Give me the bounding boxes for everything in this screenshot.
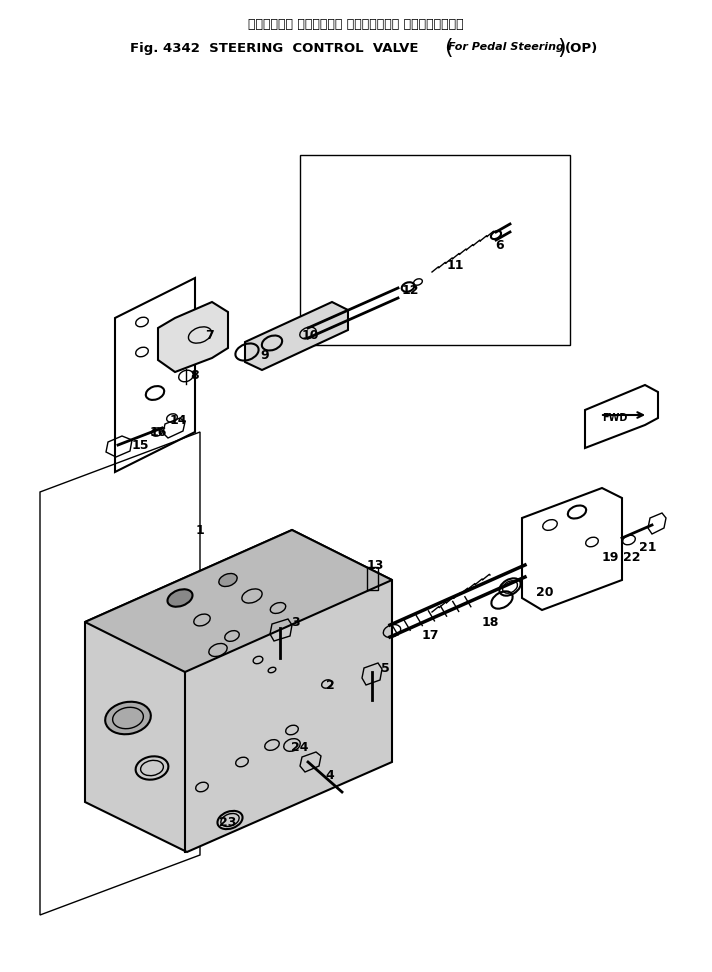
- Ellipse shape: [219, 573, 237, 586]
- Text: 9: 9: [261, 349, 269, 362]
- Text: 13: 13: [366, 559, 384, 572]
- Polygon shape: [85, 530, 392, 852]
- Text: 12: 12: [402, 284, 419, 296]
- Text: 20: 20: [536, 585, 554, 599]
- Text: 2: 2: [325, 678, 335, 691]
- Ellipse shape: [105, 702, 151, 734]
- Text: For Pedal Steering: For Pedal Steering: [448, 42, 564, 52]
- Text: 22: 22: [623, 550, 641, 564]
- Text: 8: 8: [191, 368, 199, 381]
- Text: 5: 5: [381, 662, 389, 675]
- Text: 19: 19: [602, 550, 619, 564]
- Text: 7: 7: [206, 329, 214, 341]
- Text: 17: 17: [422, 629, 439, 642]
- Polygon shape: [85, 530, 392, 672]
- Polygon shape: [245, 302, 348, 370]
- Text: 23: 23: [219, 816, 236, 828]
- Text: Fig. 4342  STEERING  CONTROL  VALVE: Fig. 4342 STEERING CONTROL VALVE: [130, 42, 419, 55]
- Text: (OP): (OP): [565, 42, 598, 55]
- Text: 24: 24: [291, 741, 309, 753]
- Ellipse shape: [167, 589, 192, 607]
- Text: ): ): [557, 38, 565, 58]
- Text: (: (: [444, 38, 453, 58]
- Text: 18: 18: [481, 615, 498, 629]
- Text: 1: 1: [196, 524, 204, 537]
- Text: 11: 11: [446, 259, 464, 271]
- Bar: [367, 567, 378, 590]
- Text: 10: 10: [301, 329, 319, 341]
- Polygon shape: [158, 302, 228, 372]
- Text: 15: 15: [131, 438, 149, 452]
- Text: 21: 21: [639, 540, 656, 553]
- Text: FWD: FWD: [602, 413, 627, 423]
- Text: 14: 14: [169, 413, 187, 427]
- Text: 4: 4: [325, 769, 335, 781]
- Text: 6: 6: [496, 238, 504, 252]
- Text: 3: 3: [290, 615, 299, 629]
- Text: ステアリング コントロール バルブ（ペダル ステアリング用）: ステアリング コントロール バルブ（ペダル ステアリング用）: [248, 18, 464, 31]
- Text: 16: 16: [150, 426, 167, 438]
